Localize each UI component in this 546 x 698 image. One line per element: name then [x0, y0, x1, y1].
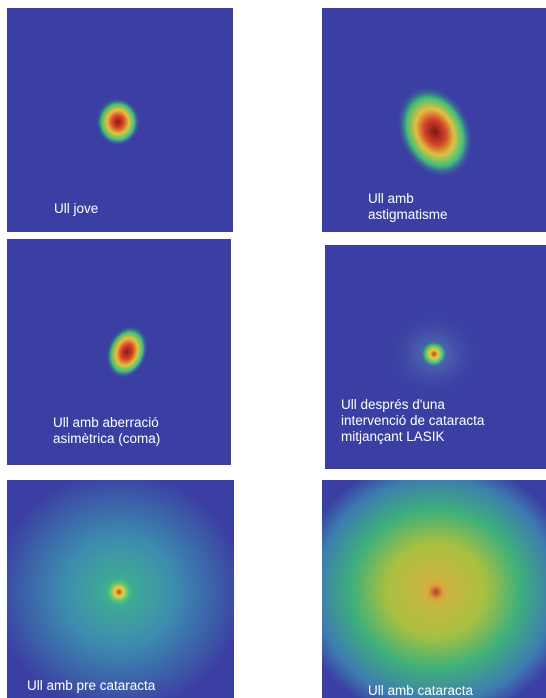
- psf-image-pre-cataract: [7, 480, 234, 698]
- psf-image-astigmatism: [322, 8, 546, 232]
- psf-image-coma: [7, 239, 231, 465]
- caption-cataract: Ull amb cataracta: [368, 683, 474, 698]
- psf-panel-after-lasik: Ull després d'una intervenció de catarac…: [325, 245, 546, 469]
- caption-coma: Ull amb aberració asimètrica (coma): [53, 415, 161, 446]
- caption-astigmatism: Ull amb astigmatisme: [368, 191, 448, 222]
- psf-panel-cataract: Ull amb cataracta: [322, 480, 546, 698]
- psf-panel-astigmatism: Ull amb astigmatisme: [322, 8, 546, 232]
- psf-image-after-lasik: [325, 245, 546, 469]
- psf-panel-young-eye: Ull jove: [7, 8, 233, 232]
- psf-panel-pre-cataract: Ull amb pre cataracta: [7, 480, 234, 698]
- psf-image-young-eye: [7, 8, 233, 232]
- caption-after-lasik: Ull després d'una intervenció de catarac…: [341, 397, 485, 444]
- caption-pre-cataract: Ull amb pre cataracta: [27, 678, 156, 693]
- psf-image-cataract: [322, 480, 546, 698]
- psf-panel-coma: Ull amb aberració asimètrica (coma): [7, 239, 231, 465]
- caption-young-eye: Ull jove: [54, 201, 99, 216]
